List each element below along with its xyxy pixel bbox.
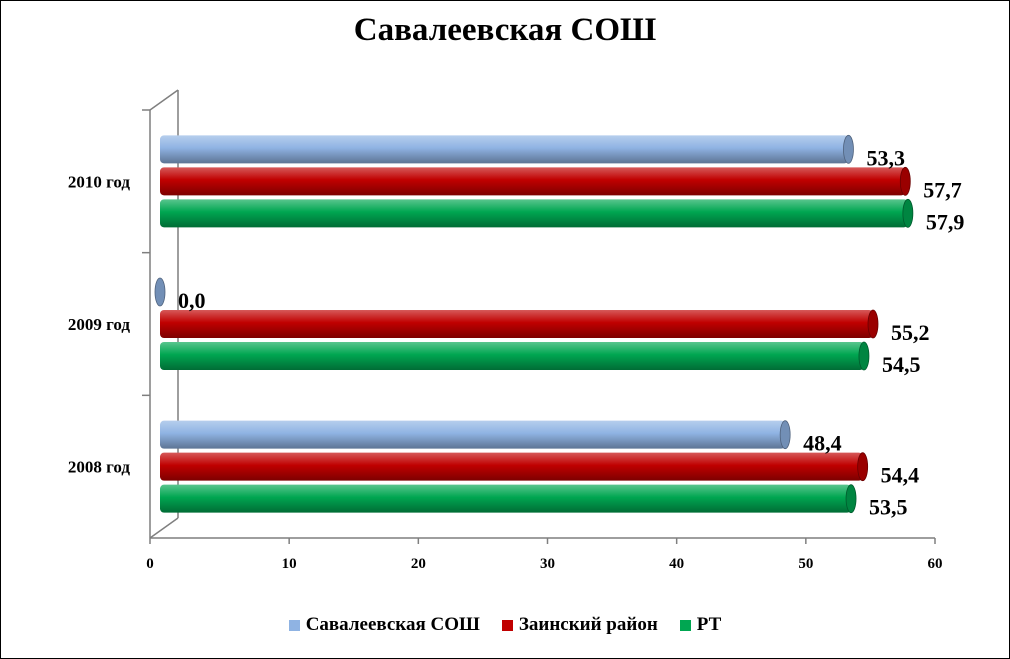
x-tick-label: 20: [411, 556, 426, 572]
category-label: 2009 год: [68, 315, 131, 334]
data-label: 53,3: [866, 145, 905, 170]
bar-cap: [899, 166, 911, 196]
bar-cap: [858, 341, 870, 371]
legend-swatch: [679, 619, 691, 631]
data-label: 54,4: [881, 463, 920, 488]
legend-item: Савалеевская СОШ: [288, 614, 480, 636]
bar-body: [160, 342, 864, 370]
x-tick-label: 40: [669, 556, 684, 572]
bar: [160, 134, 854, 164]
wall-top-edge: [149, 89, 179, 111]
bar-body: [160, 167, 906, 196]
bar-body: [160, 420, 786, 449]
labels: 2008 год 48,4 54,4 53,5 2009 год 0,0 55,2 54,5 2…: [68, 145, 965, 519]
bar-cap: [779, 420, 791, 450]
data-label: 53,5: [869, 495, 908, 520]
data-label: 48,4: [803, 431, 842, 456]
x-tick-label: 30: [540, 556, 555, 572]
bar-body: [160, 310, 873, 338]
data-label: 57,7: [923, 177, 962, 202]
data-label: 55,2: [891, 320, 930, 345]
bar: [160, 341, 870, 371]
legend-swatch: [288, 619, 300, 631]
x-tick-label: 10: [282, 556, 297, 572]
bars: [154, 134, 914, 514]
x-tick-label: 60: [928, 556, 943, 572]
legend-item: РТ: [679, 614, 722, 636]
bar-body: [160, 135, 849, 164]
category-label: 2008 год: [68, 458, 131, 477]
legend: Савалеевская СОШ Заинский район РТ: [0, 614, 1010, 636]
bar: [160, 420, 791, 450]
legend-label: Савалеевская СОШ: [305, 614, 480, 635]
bar-cap: [902, 198, 914, 228]
wall-bottom-edge: [149, 517, 179, 539]
legend-label: РТ: [696, 614, 722, 635]
data-label: 54,5: [882, 352, 921, 377]
bar-cap: [154, 277, 166, 307]
chart-title: Савалеевская СОШ: [353, 12, 657, 48]
bar-chart-plot: 0 10 20 30 40 50 60 2008 год 48,4 54,4 53,5 2009 г…: [68, 89, 965, 572]
bar: [160, 166, 911, 196]
bar: [160, 309, 879, 339]
data-label: 57,9: [926, 209, 965, 234]
x-tick-label: 0: [146, 556, 154, 572]
legend-swatch: [501, 619, 513, 631]
bar-cap: [867, 309, 879, 339]
bar: [160, 198, 914, 228]
bar-body: [160, 199, 908, 228]
bar: [160, 452, 869, 482]
bar: [154, 277, 166, 307]
x-tick-label: 50: [798, 556, 813, 572]
legend-item: Заинский район: [501, 614, 658, 636]
data-label: 0,0: [178, 288, 206, 313]
bar: [160, 484, 857, 514]
bar-cap: [843, 134, 854, 164]
bar-body: [160, 484, 852, 513]
legend-label: Заинский район: [518, 614, 658, 635]
bar-cap: [845, 484, 857, 514]
category-label: 2010 год: [68, 172, 131, 191]
bar-cap: [857, 452, 869, 482]
bar-body: [160, 452, 863, 481]
